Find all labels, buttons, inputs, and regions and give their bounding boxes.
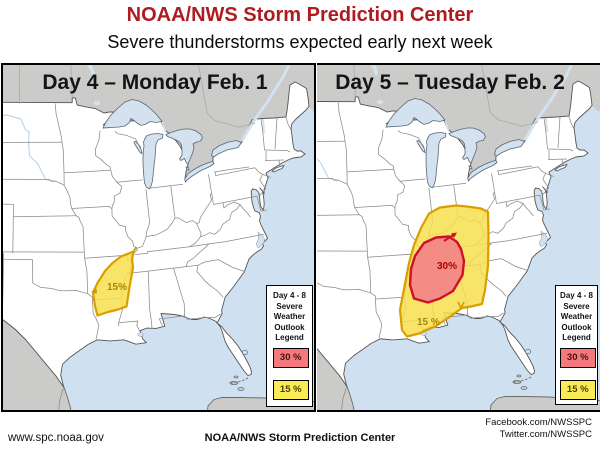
svg-text:15%: 15% bbox=[107, 282, 127, 293]
svg-text:15 %: 15 % bbox=[417, 317, 440, 328]
svg-text:30%: 30% bbox=[437, 261, 457, 272]
